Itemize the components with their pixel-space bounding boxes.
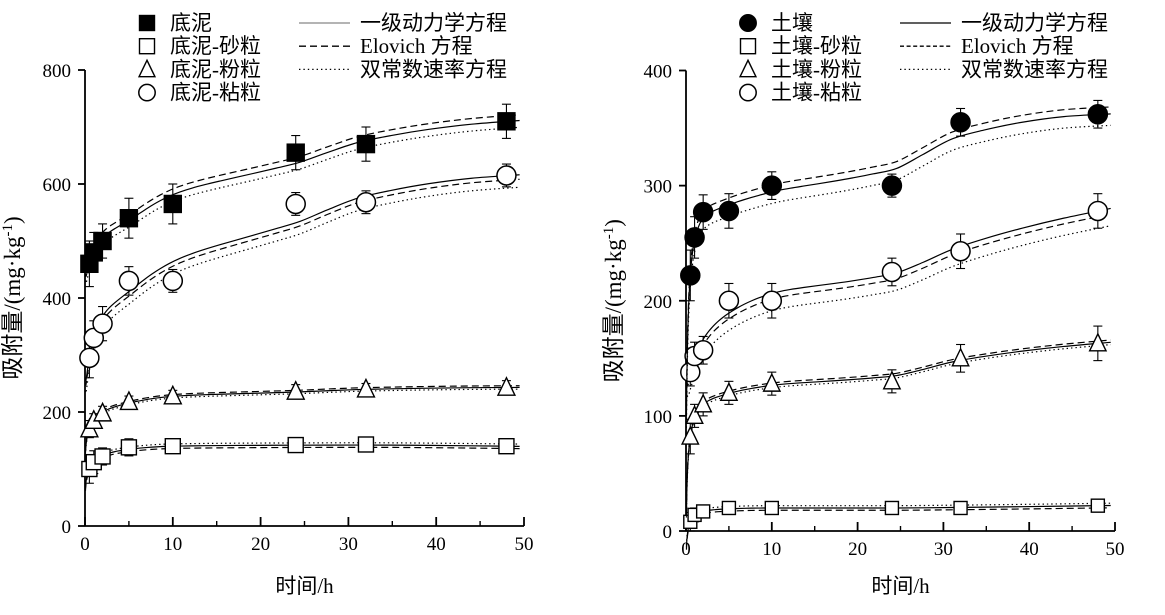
svg-text:200: 200 <box>644 292 673 313</box>
svg-text:底泥-粉粒: 底泥-粉粒 <box>170 57 261 81</box>
svg-text:20: 20 <box>848 539 867 560</box>
svg-text:时间/h: 时间/h <box>275 574 334 598</box>
svg-text:20: 20 <box>251 534 270 555</box>
svg-text:0: 0 <box>663 522 673 543</box>
svg-text:100: 100 <box>644 407 673 428</box>
svg-text:30: 30 <box>339 534 358 555</box>
svg-text:底泥: 底泥 <box>170 11 212 35</box>
svg-text:50: 50 <box>515 534 534 555</box>
svg-text:0: 0 <box>80 534 90 555</box>
svg-text:200: 200 <box>43 403 72 424</box>
svg-text:50: 50 <box>1106 539 1125 560</box>
svg-text:30: 30 <box>934 539 953 560</box>
svg-text:10: 10 <box>762 539 781 560</box>
svg-text:0: 0 <box>62 517 72 538</box>
svg-text:40: 40 <box>427 534 446 555</box>
svg-text:双常数速率方程: 双常数速率方程 <box>360 57 507 81</box>
svg-text:40: 40 <box>1020 539 1039 560</box>
svg-text:底泥-砂粒: 底泥-砂粒 <box>170 34 261 58</box>
svg-text:一级动力学方程: 一级动力学方程 <box>360 11 507 35</box>
svg-text:土壤-砂粒: 土壤-砂粒 <box>771 34 862 58</box>
svg-text:800: 800 <box>43 61 72 82</box>
svg-text:Elovich 方程: Elovich 方程 <box>961 34 1074 58</box>
svg-text:300: 300 <box>644 177 673 198</box>
svg-text:吸附量/(mg·kg-1): 吸附量/(mg·kg-1) <box>0 216 25 379</box>
svg-text:10: 10 <box>163 534 182 555</box>
svg-text:吸附量/(mg·kg-1): 吸附量/(mg·kg-1) <box>601 219 626 382</box>
svg-text:Elovich 方程: Elovich 方程 <box>360 34 473 58</box>
svg-text:土壤-粘粒: 土壤-粘粒 <box>771 81 862 105</box>
svg-text:底泥-粘粒: 底泥-粘粒 <box>170 81 261 105</box>
svg-text:时间/h: 时间/h <box>871 574 930 598</box>
svg-text:一级动力学方程: 一级动力学方程 <box>961 11 1108 35</box>
svg-text:土壤: 土壤 <box>771 11 813 35</box>
svg-text:400: 400 <box>43 289 72 310</box>
svg-text:400: 400 <box>644 62 673 83</box>
svg-text:双常数速率方程: 双常数速率方程 <box>961 57 1108 81</box>
svg-text:600: 600 <box>43 175 72 196</box>
svg-text:土壤-粉粒: 土壤-粉粒 <box>771 57 862 81</box>
